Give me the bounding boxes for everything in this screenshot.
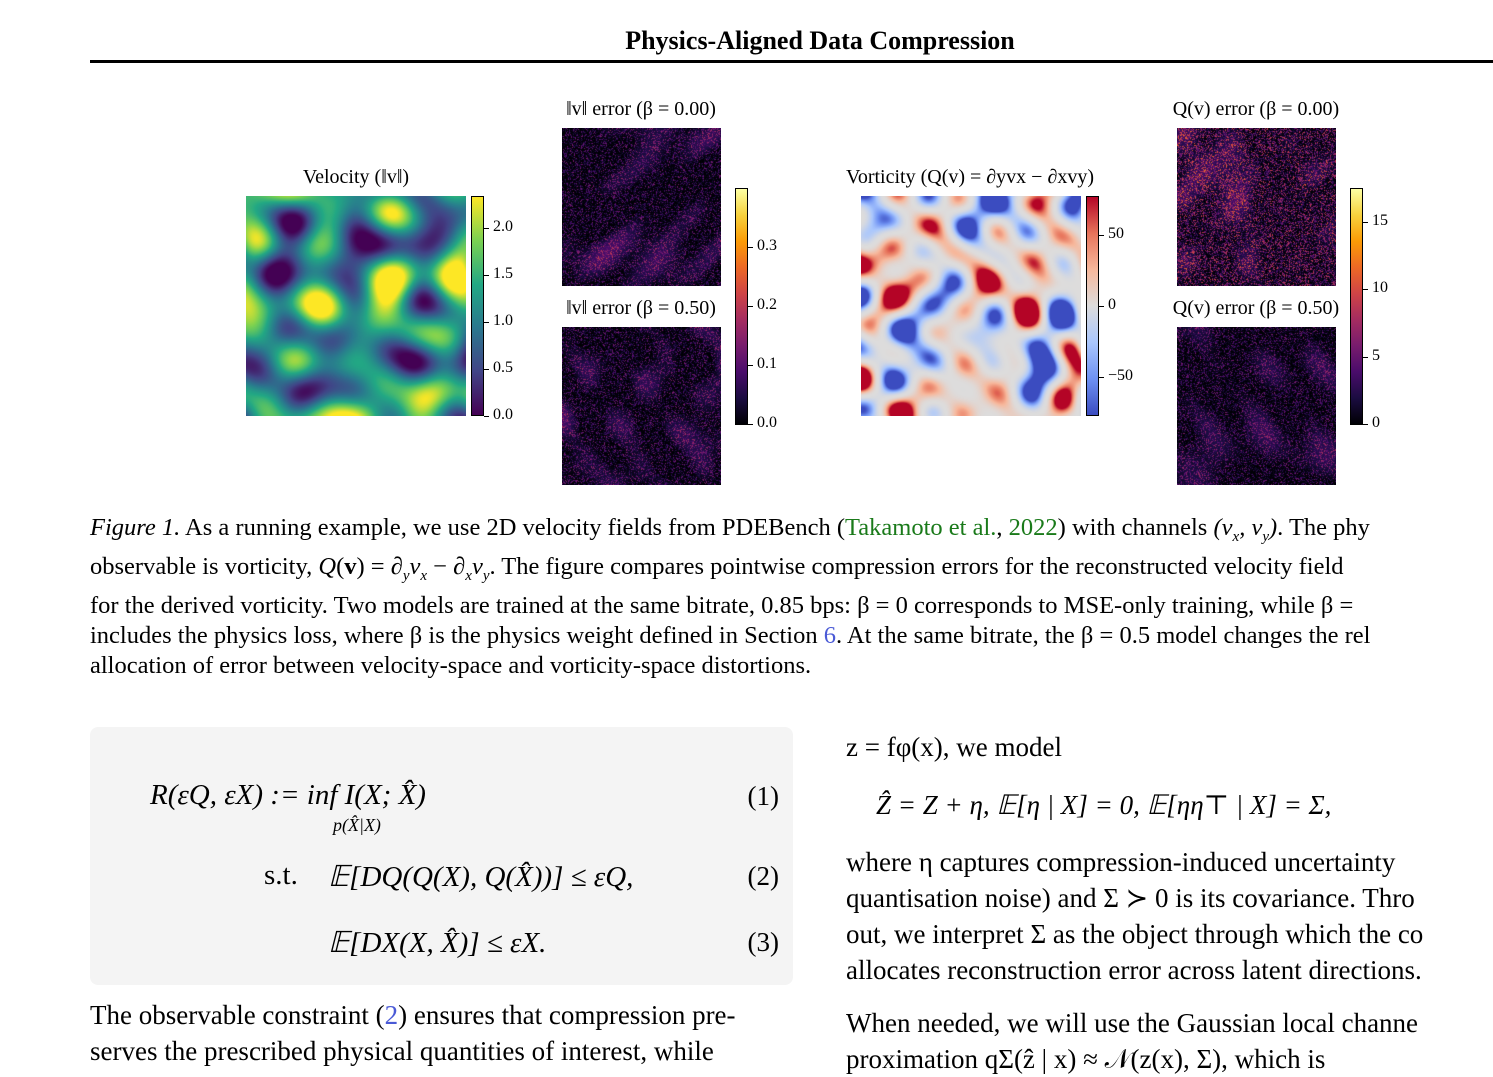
v-error-beta5-title: ‖v‖ error (β = 0.50): [566, 297, 716, 319]
colorbar-tick-label: 1.5: [493, 265, 513, 282]
caption-text: . At the same bitrate, the β = 0.5 model…: [835, 621, 1371, 649]
caption-text: ,: [996, 514, 1009, 541]
body-right-paragraph-2: When needed, we will use the Gaussian lo…: [846, 1005, 1493, 1077]
equation-1: R(εQ, εX) := inf I(X; X̂): [150, 779, 426, 811]
colorbar-tick-label: 1.0: [493, 312, 513, 329]
body-left-line-1: The observable constraint (2) ensures th…: [90, 997, 800, 1033]
colorbar-tick-label: 0: [1372, 414, 1380, 431]
equation-3-number: (3): [747, 927, 779, 957]
colorbar-tick-mark: [484, 275, 489, 276]
body-text-left: The observable constraint (2) ensures th…: [90, 997, 800, 1069]
caption-line-5: allocation of error between velocity-spa…: [90, 651, 812, 679]
q-error-beta5-heatmap: [1177, 327, 1336, 485]
colorbar-tick-mark: [1363, 289, 1368, 291]
body-left-line-2: serves the prescribed physical quantitie…: [90, 1036, 714, 1066]
paragraph-line: proximation qΣ(ẑ | x) ≈ 𝒩(z(x), Σ), whic…: [846, 1044, 1326, 1074]
paragraph-line: quantisation noise) and Σ ≻ 0 is its cov…: [846, 883, 1415, 913]
colorbar-tick-label: 0.0: [493, 406, 513, 423]
colorbar-tick-label: 5: [1372, 346, 1380, 364]
caption-label: Figure 1.: [90, 514, 181, 541]
colorbar-tick-mark: [484, 369, 489, 370]
colorbar-tick-label: 0.2: [757, 296, 777, 313]
equation-1-number: (1): [747, 781, 779, 811]
body-text: ) ensures that compression pre-: [398, 1000, 736, 1030]
equation-2: 𝔼[DQ(Q(X), Q(X̂))] ≤ εQ,: [328, 861, 634, 893]
body-right-equation: Ẑ = Z + η, 𝔼[η | X] = 0, 𝔼[ηη⊤ | X] = Σ,: [876, 790, 1332, 820]
q-error-beta5-title: Q(v) error (β = 0.50): [1172, 297, 1340, 319]
colorbar-tick-label: 0: [1108, 296, 1116, 313]
body-right-paragraph-1: where η captures compression-induced unc…: [846, 844, 1493, 988]
caption-text: As a running example, we use 2D velocity…: [180, 514, 846, 541]
colorbar-tick-label: −50: [1108, 367, 1134, 384]
equation-box: R(εQ, εX) := inf I(X; X̂) p(X̂|X) (1) s.…: [90, 727, 793, 985]
colorbar-tick-mark: [748, 306, 753, 307]
velocity-title: Velocity (‖v‖): [302, 166, 410, 188]
vorticity-heatmap: [861, 196, 1081, 416]
caption-text: . The figure compares pointwise compress…: [489, 552, 1344, 580]
colorbar-tick-label: 0.0: [757, 414, 777, 431]
equation-2-prefix: s.t.: [264, 859, 298, 891]
caption-text: ) with channels (vx, vy). The phy: [1057, 514, 1370, 545]
equation-1-subscript: p(X̂|X): [333, 815, 381, 835]
caption-line-3: for the derived vorticity. Two models ar…: [90, 591, 1354, 619]
paragraph-line: out, we interpret Σ as the object throug…: [846, 919, 1424, 949]
paragraph-line: allocates reconstruction error across la…: [846, 955, 1422, 985]
q-error-beta0-heatmap: [1177, 128, 1336, 286]
colorbar-tick-mark: [1363, 424, 1368, 425]
colorbar-tick-label: 0.3: [757, 237, 777, 254]
colorbar-tick-mark: [748, 424, 753, 425]
figure-caption: Figure 1. As a running example, we use 2…: [90, 513, 1493, 681]
velocity-heatmap: [246, 196, 466, 416]
vorticity-title: Vorticity (Q(v) = ∂yvx − ∂xvy): [845, 166, 1095, 188]
equation-ref-link[interactable]: 2: [384, 1000, 399, 1030]
body-right-line-0: z = fφ(x), we model: [846, 732, 1062, 762]
colorbar-tick-mark: [1099, 377, 1104, 378]
v-error-colorbar: [735, 188, 748, 425]
v-error-beta0-title: ‖v‖ error (β = 0.00): [566, 98, 716, 120]
colorbar-tick-label: 0.5: [493, 359, 513, 376]
citation-link-author[interactable]: Takamoto et al.: [845, 514, 997, 541]
colorbar-tick-label: 50: [1108, 225, 1124, 242]
velocity-colorbar: [471, 196, 484, 416]
v-error-beta0-heatmap: [562, 128, 721, 286]
colorbar-tick-mark: [484, 322, 489, 323]
paragraph-line: where η captures compression-induced unc…: [846, 847, 1396, 877]
colorbar-tick-label: 10: [1372, 279, 1388, 297]
page-header-title: Physics-Aligned Data Compression: [625, 26, 1015, 55]
vorticity-colorbar: [1086, 196, 1099, 416]
colorbar-tick-mark: [748, 247, 753, 248]
caption-line-4: includes the physics loss, where β is th…: [90, 621, 1493, 651]
equation-2-number: (2): [747, 861, 779, 891]
equation-3: 𝔼[DX(X, X̂)] ≤ εX.: [328, 927, 547, 959]
colorbar-tick-mark: [484, 228, 489, 229]
colorbar-tick-mark: [1363, 222, 1368, 223]
colorbar-tick-mark: [748, 365, 753, 366]
colorbar-tick-label: 0.1: [757, 355, 777, 372]
colorbar-tick-mark: [484, 416, 489, 417]
q-error-beta0-title: Q(v) error (β = 0.00): [1172, 98, 1340, 120]
paragraph-line: When needed, we will use the Gaussian lo…: [846, 1008, 1419, 1038]
caption-line-1: Figure 1. As a running example, we use 2…: [90, 513, 1493, 552]
section-ref-link[interactable]: 6: [823, 621, 836, 649]
colorbar-tick-label: 15: [1372, 212, 1388, 229]
colorbar-tick-mark: [1099, 306, 1104, 307]
header-rule: [90, 60, 1493, 63]
colorbar-tick-mark: [1363, 356, 1368, 358]
colorbar-tick-mark: [1099, 235, 1104, 236]
v-error-beta5-heatmap: [562, 327, 721, 485]
q-error-colorbar: [1350, 188, 1363, 425]
colorbar-tick-label: 2.0: [493, 218, 513, 235]
caption-text: includes the physics loss, where β is th…: [90, 621, 824, 649]
citation-link-year[interactable]: 2022: [1008, 514, 1058, 541]
body-text: The observable constraint (: [90, 1000, 385, 1030]
caption-line-2: observable is vorticity, Q(v) = ∂yvx − ∂…: [90, 552, 1344, 584]
